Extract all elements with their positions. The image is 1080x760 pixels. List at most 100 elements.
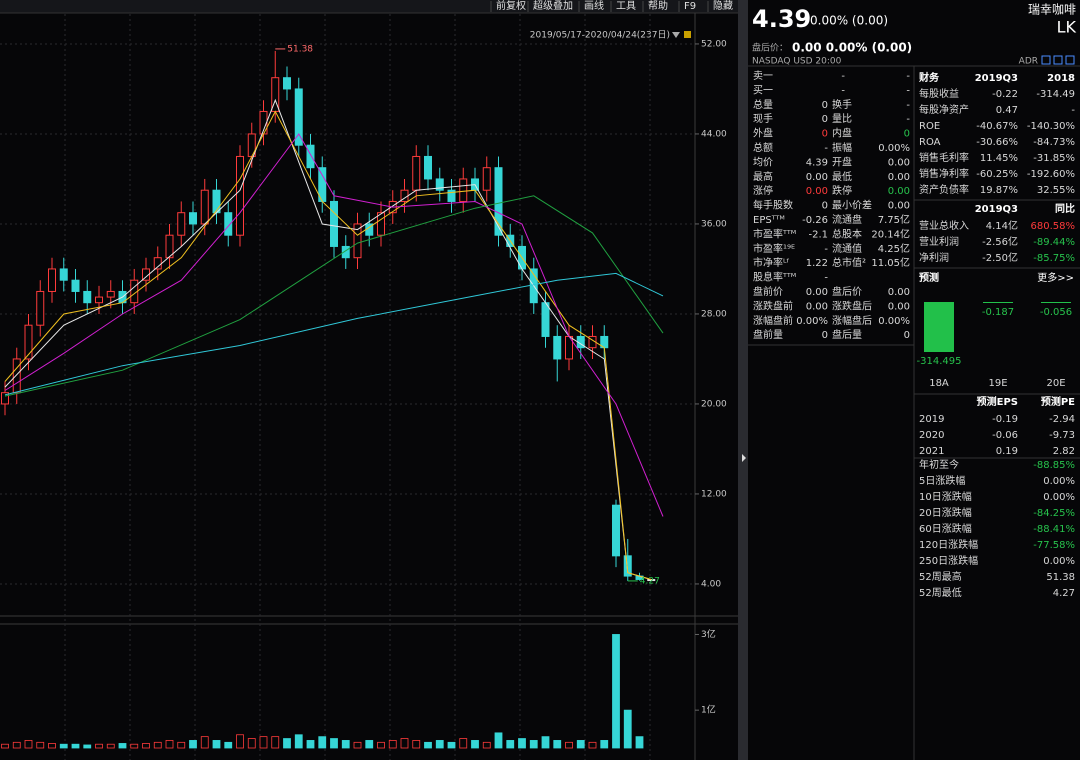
financials-header: 2018: [1047, 73, 1075, 84]
volume-bar: [541, 736, 550, 749]
quote-value: -: [824, 143, 828, 154]
financials-value: -31.85%: [1033, 153, 1075, 164]
quote-value: 0.00%: [878, 316, 910, 327]
quote-value: -: [906, 71, 910, 82]
volume-bar: [623, 709, 632, 749]
quote-value: -: [824, 244, 828, 255]
candle-body: [612, 504, 620, 557]
candle-body: [36, 290, 45, 326]
quote-label: 换手: [832, 98, 852, 111]
volume-bar: [576, 740, 585, 749]
candle-body: [24, 324, 33, 360]
quote-label: 外盘: [753, 127, 773, 140]
moving-average: [4, 195, 664, 397]
candle-body: [294, 88, 303, 146]
volume-bar: [83, 744, 92, 749]
income-label: 净利润: [919, 251, 949, 264]
toolbar-button: 超级叠加: [533, 0, 573, 12]
volume-bar: [36, 741, 45, 749]
forecast-table-cell: 2021: [919, 446, 944, 457]
volume-bar: [518, 738, 526, 749]
financials-header: 2019Q3: [975, 73, 1018, 84]
performance-value: -77.58%: [1033, 540, 1075, 551]
volume-bar: [447, 741, 456, 749]
quote-label: 涨跌盘后: [832, 299, 872, 312]
splitter-arrow[interactable]: [742, 454, 746, 462]
icon[interactable]: [1065, 55, 1075, 65]
financials-value: -140.30%: [1027, 121, 1075, 132]
quote-label: 开盘: [832, 155, 852, 168]
moving-average: [4, 98, 652, 581]
splitter[interactable]: [738, 0, 748, 760]
financials-value: -60.25%: [976, 169, 1018, 180]
range-dropdown[interactable]: [672, 32, 680, 38]
forecast-table-cell: -0.19: [992, 414, 1018, 425]
volume-bar: [400, 738, 409, 749]
candle-body: [71, 279, 80, 292]
candle-body: [482, 167, 491, 191]
quote-value: 0: [822, 330, 828, 341]
candle-body: [283, 77, 291, 90]
volume-bar: [271, 736, 280, 749]
candle-body: [142, 268, 150, 281]
income-label: 营业总收入: [919, 219, 969, 232]
volume-bar: [165, 740, 174, 749]
performance-value: 51.38: [1046, 572, 1075, 583]
quote-value: 0: [904, 129, 910, 140]
volume-bar: [224, 741, 233, 749]
quote-value: 0: [822, 114, 828, 125]
volume-bar: [435, 740, 444, 749]
volume-bar: [612, 634, 620, 749]
quote-label: 最高: [753, 170, 773, 183]
quote-value: 4.25亿: [878, 242, 910, 255]
volume-bar: [529, 740, 538, 749]
candle-body: [353, 223, 362, 259]
financials-value: 11.45%: [980, 153, 1018, 164]
performance-value: -88.85%: [1033, 460, 1075, 471]
performance-label: 年初至今: [919, 458, 959, 471]
candle-body: [424, 155, 432, 180]
volume-bar: [494, 732, 503, 749]
quote-value: 0.00: [888, 287, 910, 298]
quote-value: 20.14亿: [871, 227, 910, 240]
quote-label: 量比: [832, 113, 852, 125]
candle-body: [447, 189, 456, 202]
icon[interactable]: [1053, 55, 1063, 65]
icon[interactable]: [1041, 55, 1051, 65]
performance-label: 10日涨跌幅: [919, 490, 972, 503]
forecast-more[interactable]: 更多>>: [1037, 271, 1074, 284]
quote-value: -: [906, 100, 910, 111]
quote-label: -: [824, 273, 828, 284]
moving-average: [4, 272, 664, 396]
moving-average: [4, 110, 652, 580]
volume-bar: [12, 741, 21, 749]
volume-bar: [482, 741, 491, 749]
financials-value: 32.55%: [1037, 185, 1075, 196]
volume-bar: [236, 734, 244, 749]
volume-bar: [424, 741, 432, 749]
forecast-table-cell: -9.73: [1049, 430, 1075, 441]
forecast-table-header: 预测EPS: [977, 395, 1018, 408]
price-change: 0.00% (0.00): [810, 14, 888, 28]
performance-value: -84.25%: [1033, 508, 1075, 519]
candle-body: [306, 144, 315, 169]
volume-bar: [130, 743, 139, 749]
quote-value: 0.00%: [796, 316, 828, 327]
candle-body: [224, 212, 233, 236]
candle-body: [494, 167, 503, 236]
candle-body: [83, 290, 92, 304]
y-tick-label: 12.00: [701, 489, 727, 499]
volume-bar: [106, 743, 115, 749]
toolbar: [0, 0, 738, 13]
volume-bar: [412, 740, 421, 749]
quote-label: 股息率ᵀᵀᴹ: [753, 271, 796, 284]
quote-label: 总股本: [832, 227, 862, 240]
lock-icon[interactable]: [684, 31, 691, 38]
candle-body: [236, 155, 244, 236]
volume-bar: [118, 743, 127, 749]
candle-body: [200, 189, 209, 225]
exchange: NASDAQ USD 20:00: [752, 57, 842, 67]
quote-label: 每手股数: [753, 199, 793, 212]
range-label: 2019/05/17-2020/04/24(237日): [530, 30, 670, 41]
